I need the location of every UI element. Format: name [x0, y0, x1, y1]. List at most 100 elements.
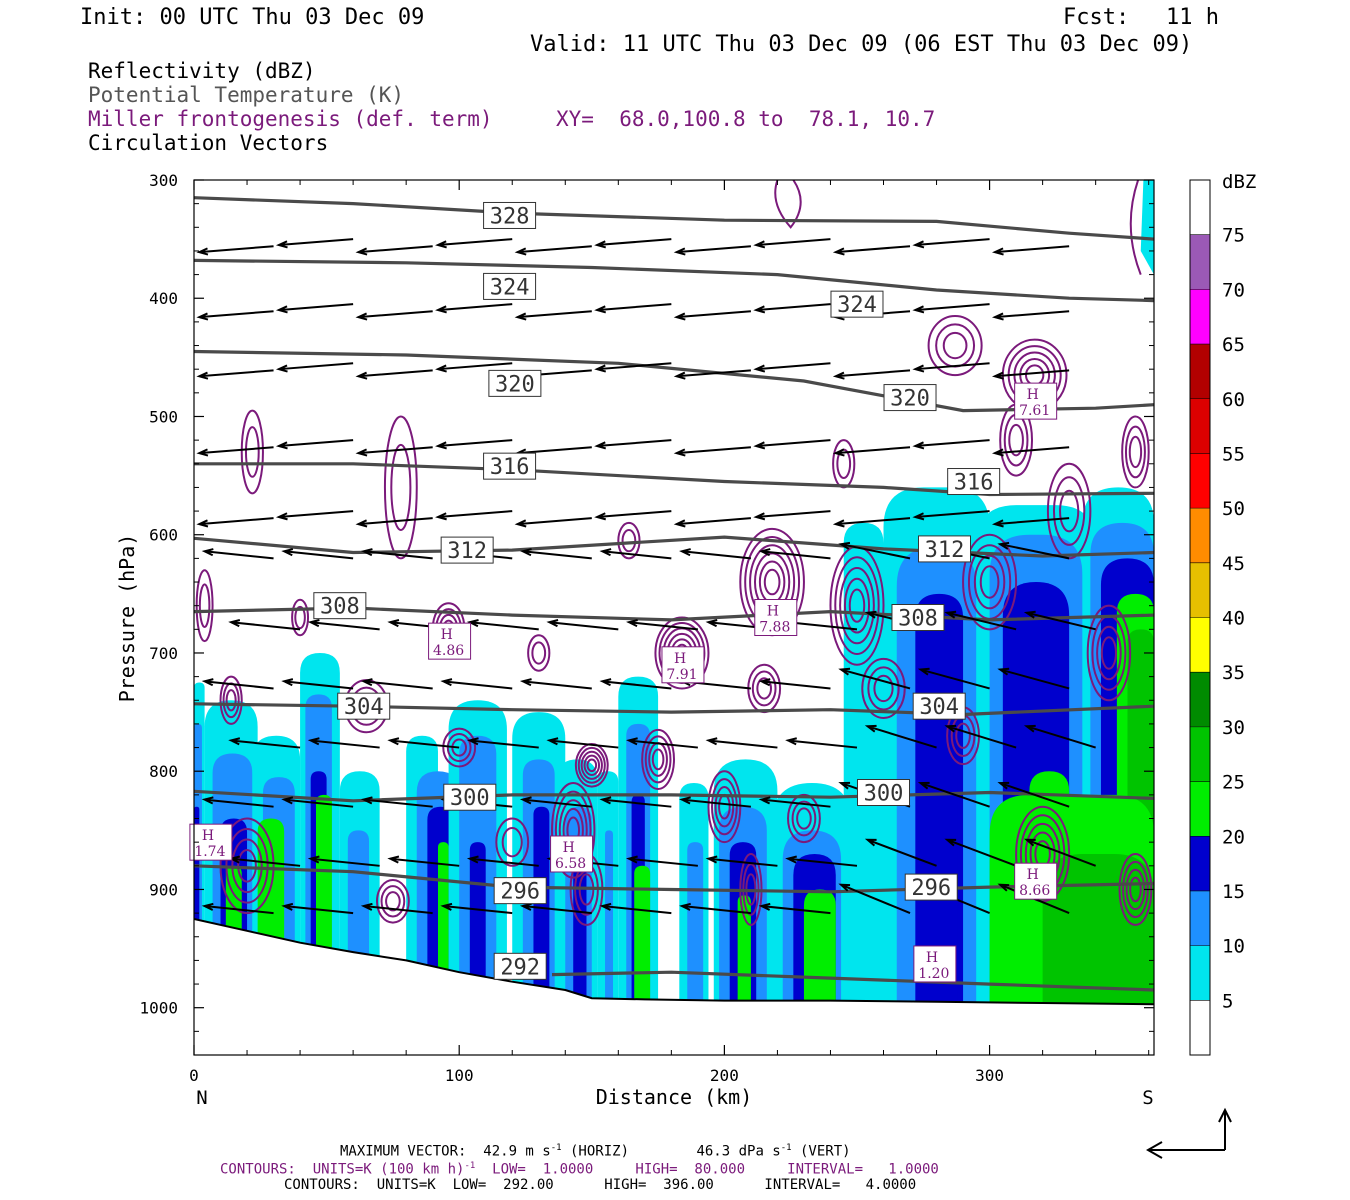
theta-label-box [483, 201, 537, 229]
circulation-vector [1023, 838, 1097, 867]
terrain-layer [194, 918, 1154, 1055]
theta-label: 296 [911, 876, 951, 901]
y-tick-label: 500 [149, 407, 178, 426]
frontogenesis-max-letter: H [1027, 867, 1039, 883]
init-time: Init: 00 UTC Thu 03 Dec 09 [80, 5, 425, 30]
frontogenesis-contour [927, 314, 983, 377]
theta-label: 308 [898, 607, 938, 632]
frontogenesis-max-value: 4.86 [433, 643, 464, 659]
circulation-vector [832, 245, 911, 256]
theta-label-box [883, 384, 937, 412]
reflectivity-cell [634, 865, 651, 1008]
frontogenesis-contour [707, 770, 742, 844]
max-vector-line: MAXIMUM VECTOR: 42.9 m s-1 (HORIZ) 46.3 … [340, 1140, 851, 1160]
frontogenesis-contour [641, 728, 675, 790]
frontogenesis-contour [867, 666, 900, 711]
frontogenesis-contour [198, 583, 211, 628]
y-tick-label: 300 [149, 171, 178, 190]
colorbar-swatch [1190, 562, 1210, 618]
circulation-vector [594, 439, 672, 450]
frontogenesis-contour [617, 521, 641, 560]
circulation-vector [944, 610, 1017, 631]
theta-isentrope [194, 789, 1154, 803]
forecast-hour: 11 h [1166, 5, 1219, 30]
theta-label: 328 [490, 204, 530, 229]
circulation-vector [599, 796, 672, 808]
theta-label: 312 [925, 538, 965, 563]
frontogenesis-contour [383, 415, 418, 560]
theta-isentrope [194, 462, 1154, 497]
circulation-vector [519, 548, 592, 560]
circulation-vector [912, 510, 990, 521]
reflectivity-cell [843, 522, 884, 1008]
circulation-vector [1023, 610, 1096, 631]
circulation-vector [832, 446, 911, 457]
theta-label: 324 [490, 275, 530, 300]
frontogenesis-contour [219, 675, 243, 725]
circulation-vector [599, 548, 672, 560]
circulation-vector [196, 517, 274, 528]
frontogenesis-contour [714, 785, 735, 828]
circulation-vector [991, 446, 1070, 457]
circulation-vector [785, 855, 858, 867]
x-tick-label: 300 [975, 1066, 1004, 1085]
theta-label: 304 [919, 695, 959, 720]
circulation-vector [275, 510, 354, 521]
circulation-vector [838, 667, 911, 690]
circulation-vector [466, 619, 539, 631]
frontogenesis-contour [834, 556, 880, 656]
circulation-vector [673, 245, 751, 256]
circulation-vector [355, 245, 433, 256]
circulation-vector [594, 510, 672, 521]
max-vector-horiz-value: MAXIMUM VECTOR: 42.9 m s [340, 1143, 551, 1160]
frontogenesis-max-value: 8.66 [1019, 883, 1050, 899]
theta-label-box [857, 779, 911, 806]
legend-vectors: Circulation Vectors [88, 131, 329, 155]
frontogenesis-contour [1129, 180, 1142, 275]
theta-label-box [488, 369, 542, 397]
colorbar-swatch [1190, 890, 1210, 946]
frontogenesis-contour [973, 554, 1006, 610]
frontogenesis-contour [751, 670, 777, 707]
circulation-vector [673, 369, 751, 380]
circulation-vector [599, 678, 672, 690]
circulation-vector [281, 796, 354, 808]
reference-vector-icon [1145, 1107, 1232, 1159]
theta-isentrope [551, 970, 1154, 992]
x-tick-label: 0 [189, 1066, 199, 1085]
frontogenesis-max-box [428, 622, 472, 660]
circulation-vector [307, 737, 380, 749]
frontogenesis-contour [501, 826, 523, 858]
frontogenesis-contour [1008, 423, 1024, 457]
exp-2: -1 [780, 1143, 792, 1153]
colorbar-swatch [1190, 945, 1210, 1001]
circulation-vector [758, 548, 831, 560]
forecast-label: Fcst: [1063, 5, 1130, 30]
frontogenesis-max-box [1014, 862, 1058, 900]
theta-label-box [313, 592, 367, 620]
frontogenesis-contour [935, 323, 976, 368]
frontogenesis-contour [1096, 625, 1122, 681]
theta-label: 320 [890, 387, 930, 412]
circulation-vector [201, 796, 274, 808]
circulation-vector [201, 548, 274, 560]
colorbar-swatch [1190, 617, 1210, 673]
frontogenesis-contour [942, 331, 968, 360]
circulation-vector [753, 510, 831, 521]
frontogenesis-contour [586, 758, 598, 773]
colorbar-label: 20 [1222, 826, 1245, 848]
theta-label: 312 [447, 539, 487, 564]
y-tick-label: 900 [149, 880, 178, 899]
theta-label: 300 [450, 786, 490, 811]
frontogenesis-contour [787, 793, 821, 844]
frontogenesis-max-box [661, 646, 705, 684]
frontogenesis-contour [791, 800, 817, 837]
frontogenesis-contour [237, 849, 257, 883]
circulation-vector [991, 369, 1070, 380]
circulation-vector [944, 724, 1017, 749]
terrain-line [194, 918, 1154, 1006]
circulation-vector [201, 902, 274, 915]
circulation-vector [917, 781, 990, 808]
frontogenesis-contour [385, 891, 401, 912]
circulation-vector [758, 678, 831, 690]
